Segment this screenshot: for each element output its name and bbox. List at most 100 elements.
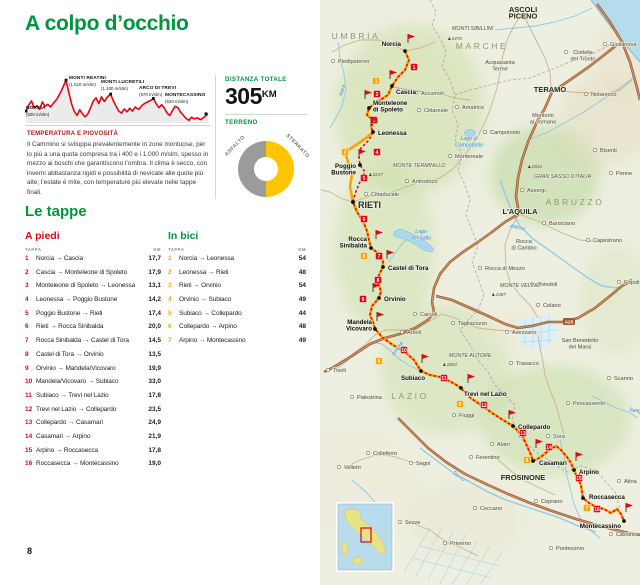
svg-text:Sezze: Sezze xyxy=(405,520,421,526)
svg-text:3: 3 xyxy=(363,254,366,260)
svg-text:Celano: Celano xyxy=(543,303,561,309)
roads-secondary xyxy=(320,13,633,557)
city-labels: ASCOLI PICENO TERAMO L'AQUILA RIETI FROSINONE xyxy=(351,4,567,483)
svg-text:Ferentino: Ferentino xyxy=(476,455,500,461)
distance-total: 305KM xyxy=(225,85,315,108)
svg-text:Orvinio: Orvinio xyxy=(384,296,406,303)
svg-text:UMBRIA: UMBRIA xyxy=(332,31,381,41)
table-row: 3 Rieti → Orvinio 54 xyxy=(168,282,306,290)
svg-text:Arsoli: Arsoli xyxy=(407,330,421,336)
svg-text:Nera: Nera xyxy=(338,84,347,97)
table-row: 5 Subiaco → Collepardo 44 xyxy=(168,309,306,317)
route-town-labels: Norcia Cascia Monteleone di Spoleto Leonessa… xyxy=(330,40,626,531)
divider xyxy=(225,114,307,115)
svg-text:Subiaco: Subiaco xyxy=(401,375,425,382)
svg-text:Capestrano: Capestrano xyxy=(593,238,622,244)
table-row: 14 Casamari → Arpino 21,9 xyxy=(25,432,161,440)
svg-text:12: 12 xyxy=(481,403,487,409)
svg-text:Collepardo: Collepardo xyxy=(518,424,551,431)
svg-text:Accumoli: Accumoli xyxy=(421,91,444,97)
table-row: 4 Orvinio → Subiaco 49 xyxy=(168,296,306,304)
svg-text:Montecassino: Montecassino xyxy=(580,523,621,530)
table-row: 12 Trevi nel Lazio → Collepardo 23,5 xyxy=(25,405,161,413)
svg-text:Cittaducale: Cittaducale xyxy=(371,192,399,198)
stage-table-walk: A piedi TAPPA KM 1 Norcia → Cascia 17,7 2 Ca… xyxy=(25,230,161,474)
climate-note: TEMPERATURA E PIOVOSITÀ Il Cammino si sv… xyxy=(27,131,209,198)
table-row: 2 Cascia → Monteleone di Spoleto 17,9 xyxy=(25,268,161,276)
town-labels: Piedipaterno Accumoli Cittareale Amatrice Ac… xyxy=(326,41,640,553)
svg-text:1853: 1853 xyxy=(447,362,458,367)
page-number: 8 xyxy=(27,546,33,556)
svg-text:9: 9 xyxy=(362,297,365,303)
svg-text:Cassino: Cassino xyxy=(616,532,636,538)
distance-value: 305 xyxy=(225,83,262,109)
walk-rows: 1 Norcia → Cascia 17,7 2 Cascia → Monteleone… xyxy=(25,255,161,474)
table-row: 15 Arpino → Roccasecca 17,8 xyxy=(25,446,161,454)
svg-text:10: 10 xyxy=(401,348,407,354)
svg-text:MONTE AUTORE: MONTE AUTORE xyxy=(449,353,492,359)
walk-title: A piedi xyxy=(25,230,60,242)
svg-text:Alatri: Alatri xyxy=(497,442,510,448)
svg-text:2476: 2476 xyxy=(451,36,463,41)
stages-title: Le tappe xyxy=(25,203,87,220)
climate-body: Il Cammino si sviluppa prevalentemente i… xyxy=(27,141,209,197)
stats-column: DISTANZA TOTALE 305KM TERRENO ASFALTO ST… xyxy=(215,75,315,199)
svg-text:6: 6 xyxy=(363,217,366,223)
svg-text:Antrodoco: Antrodoco xyxy=(412,179,438,185)
svg-text:Popoli: Popoli xyxy=(624,280,640,286)
svg-text:Fiuggi: Fiuggi xyxy=(459,413,474,419)
elevation-chart: NORCIA (600 m/slm) MONTI REATINI (1.510 m/s… xyxy=(24,75,210,126)
svg-text:GRAN SASSO D'ITALIA: GRAN SASSO D'ITALIA xyxy=(534,174,592,180)
svg-text:2914: 2914 xyxy=(531,164,543,169)
svg-text:Norcia: Norcia xyxy=(382,41,402,48)
table-row: 7 Arpino → Montecassino 49 xyxy=(168,337,306,345)
table-row: 13 Collepardo → Casamari 24,9 xyxy=(25,419,161,427)
svg-text:Scanno: Scanno xyxy=(614,376,633,382)
table-row: 3 Monteleone di Spoleto → Leonessa 13,1 xyxy=(25,282,161,290)
svg-text:Barisciano: Barisciano xyxy=(549,221,575,227)
svg-text:Campotosto: Campotosto xyxy=(490,130,520,136)
donut-chart xyxy=(238,141,294,197)
svg-text:Tagliacozzo: Tagliacozzo xyxy=(458,321,487,327)
svg-text:5: 5 xyxy=(459,402,462,408)
italy-shape xyxy=(343,508,386,554)
svg-text:Ceprano: Ceprano xyxy=(541,499,562,505)
svg-text:Penne: Penne xyxy=(616,171,632,177)
col-km: KM xyxy=(298,247,306,252)
terrain-label: TERRENO xyxy=(225,119,258,126)
svg-text:MONTE TERMINILLO: MONTE TERMINILLO xyxy=(393,163,445,169)
svg-text:Atina: Atina xyxy=(624,479,638,485)
svg-text:L'AQUILA: L'AQUILA xyxy=(502,207,538,216)
region-boundaries xyxy=(429,0,621,511)
svg-text:Assergi: Assergi xyxy=(527,188,546,194)
svg-text:RIETI: RIETI xyxy=(358,200,381,210)
svg-text:MONTI SIBILLINI: MONTI SIBILLINI xyxy=(452,26,494,32)
svg-text:Leonessa: Leonessa xyxy=(378,130,407,137)
stage-table-bike: In bici TAPPA KM 1 Norcia → Leonessa 54 2 Le… xyxy=(168,230,306,351)
svg-text:15: 15 xyxy=(576,476,582,482)
svg-text:4: 4 xyxy=(378,359,381,365)
svg-text:Sangro: Sangro xyxy=(629,407,640,415)
svg-text:7: 7 xyxy=(586,506,589,512)
table-row: 7 Rocca Sinibalda → Castel di Tora 14,5 xyxy=(25,337,161,345)
svg-text:13: 13 xyxy=(520,431,526,437)
terrain-shading xyxy=(320,20,640,560)
elevation-marker-label: MONTECASSINO (520 m/slm) xyxy=(165,93,206,104)
distance-label: DISTANZA TOTALE xyxy=(225,76,287,83)
svg-text:Cittareale: Cittareale xyxy=(424,108,448,114)
svg-text:Priverno: Priverno xyxy=(450,541,471,547)
elevation-profile-svg xyxy=(24,78,209,123)
bike-table-header: TAPPA KM xyxy=(168,247,306,252)
svg-text:Tivoli: Tivoli xyxy=(333,368,346,374)
pontine-grid xyxy=(403,527,503,585)
svg-text:1: 1 xyxy=(375,79,378,85)
col-tappa: TAPPA xyxy=(25,247,42,252)
svg-text:2: 2 xyxy=(376,92,379,98)
